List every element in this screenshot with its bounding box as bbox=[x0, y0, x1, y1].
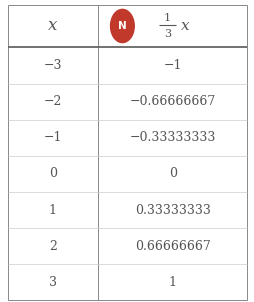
Text: 0: 0 bbox=[168, 168, 176, 181]
Text: 0.33333333: 0.33333333 bbox=[134, 204, 210, 217]
Text: −0.33333333: −0.33333333 bbox=[129, 131, 215, 144]
Text: 1: 1 bbox=[49, 204, 57, 217]
Text: 0.66666667: 0.66666667 bbox=[134, 240, 210, 253]
Text: N: N bbox=[118, 21, 126, 31]
Text: 1: 1 bbox=[168, 276, 176, 289]
Text: −2: −2 bbox=[43, 95, 62, 108]
Text: x: x bbox=[181, 19, 189, 33]
Text: −1: −1 bbox=[163, 59, 181, 72]
Text: x: x bbox=[48, 18, 57, 34]
Text: 3: 3 bbox=[49, 276, 57, 289]
Text: 0: 0 bbox=[49, 168, 57, 181]
Text: −0.66666667: −0.66666667 bbox=[129, 95, 215, 108]
Text: −3: −3 bbox=[43, 59, 62, 72]
Text: −1: −1 bbox=[43, 131, 62, 144]
Text: 2: 2 bbox=[49, 240, 57, 253]
Text: 1: 1 bbox=[163, 12, 170, 23]
Ellipse shape bbox=[110, 9, 134, 43]
Text: 3: 3 bbox=[163, 29, 170, 40]
